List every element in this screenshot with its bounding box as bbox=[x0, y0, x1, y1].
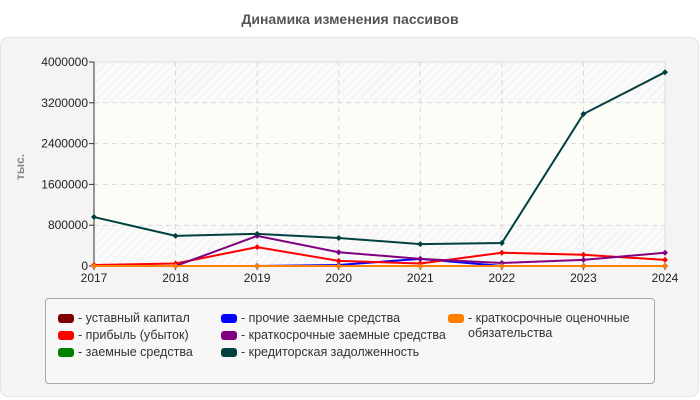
data-point-marker[interactable] bbox=[172, 232, 179, 239]
x-tick-label: 2019 bbox=[244, 271, 271, 285]
legend-item[interactable]: - прочие заемные средства bbox=[221, 311, 446, 326]
x-tick-label: 2024 bbox=[652, 271, 679, 285]
data-point-marker[interactable] bbox=[580, 256, 587, 263]
data-point-marker[interactable] bbox=[91, 214, 97, 221]
data-point-marker[interactable] bbox=[580, 251, 587, 258]
data-point-marker[interactable] bbox=[498, 263, 505, 269]
legend-item[interactable]: - краткосрочные оценочные обязательства bbox=[448, 311, 648, 341]
legend-item[interactable]: - прибыль (убыток) bbox=[58, 328, 223, 343]
legend-label: - прочие заемные средства bbox=[241, 311, 401, 325]
data-point-marker[interactable] bbox=[417, 241, 424, 248]
legend-label: - прибыль (убыток) bbox=[78, 328, 189, 342]
x-tick-label: 2017 bbox=[81, 271, 108, 285]
legend-swatch-icon bbox=[448, 314, 464, 323]
x-tick-label: 2023 bbox=[570, 271, 597, 285]
y-tick-label: 4000000 bbox=[41, 55, 88, 69]
data-point-marker[interactable] bbox=[91, 263, 97, 269]
legend-swatch-icon bbox=[58, 331, 74, 340]
y-tick-label: 1600000 bbox=[41, 177, 88, 191]
data-point-marker[interactable] bbox=[417, 263, 424, 269]
data-point-marker[interactable] bbox=[662, 249, 668, 256]
data-point-marker[interactable] bbox=[580, 263, 587, 269]
x-tick-label: 2022 bbox=[489, 271, 516, 285]
legend-swatch-icon bbox=[58, 348, 74, 357]
legend-item[interactable]: - заемные средства bbox=[58, 345, 223, 360]
x-tick-label: 2020 bbox=[325, 271, 352, 285]
legend-column-2: - прочие заемные средства - краткосрочные… bbox=[221, 311, 446, 362]
x-tick-label: 2021 bbox=[407, 271, 434, 285]
data-point-marker[interactable] bbox=[335, 263, 342, 269]
y-tick-label: 2400000 bbox=[41, 137, 88, 151]
legend-swatch-icon bbox=[58, 314, 74, 323]
legend-column-3: - краткосрочные оценочные обязательства bbox=[448, 311, 648, 343]
data-point-marker[interactable] bbox=[172, 263, 179, 269]
legend-item[interactable]: - краткосрочные заемные средства bbox=[221, 328, 446, 343]
series-line bbox=[93, 71, 666, 246]
data-point-marker[interactable] bbox=[335, 257, 342, 264]
data-point-marker[interactable] bbox=[662, 256, 668, 263]
y-tick-label: 0 bbox=[81, 259, 88, 273]
legend-label: - краткосрочные заемные средства bbox=[241, 328, 446, 342]
legend-label: - краткосрочные оценочные обязательства bbox=[468, 311, 630, 340]
data-point-marker[interactable] bbox=[498, 240, 505, 247]
data-point-marker[interactable] bbox=[335, 249, 342, 256]
data-point-marker[interactable] bbox=[662, 69, 668, 76]
legend: - уставный капитал - прибыль (убыток) - за… bbox=[45, 298, 655, 384]
data-point-marker[interactable] bbox=[498, 249, 505, 256]
legend-swatch-icon bbox=[221, 331, 237, 340]
y-tick-label: 800000 bbox=[48, 218, 88, 232]
data-point-marker[interactable] bbox=[254, 244, 261, 251]
y-tick-label: 3200000 bbox=[41, 96, 88, 110]
data-point-marker[interactable] bbox=[254, 263, 261, 269]
legend-label: - кредиторская задолженность bbox=[241, 345, 420, 359]
data-point-marker[interactable] bbox=[335, 234, 342, 241]
data-point-marker[interactable] bbox=[580, 111, 587, 118]
line-chart: 0 800000 1600000 2400000 3200000 4000000 2017 2… bbox=[13, 55, 679, 285]
x-tick-label: 2018 bbox=[162, 271, 189, 285]
plot-area: 0 800000 1600000 2400000 3200000 4000000 2017 2… bbox=[13, 55, 679, 285]
legend-item[interactable]: - кредиторская задолженность bbox=[221, 345, 446, 360]
y-axis-label: тыс. bbox=[13, 154, 27, 180]
data-point-marker[interactable] bbox=[498, 259, 505, 266]
legend-item[interactable]: - уставный капитал bbox=[58, 311, 223, 326]
legend-label: - заемные средства bbox=[78, 345, 193, 359]
data-point-marker[interactable] bbox=[417, 255, 424, 262]
series-line bbox=[94, 234, 666, 267]
data-point-marker[interactable] bbox=[662, 263, 668, 269]
chart-title: Динамика изменения пассивов bbox=[241, 11, 459, 27]
legend-column-1: - уставный капитал - прибыль (убыток) - за… bbox=[58, 311, 223, 362]
legend-label: - уставный капитал bbox=[78, 311, 190, 325]
data-point-marker[interactable] bbox=[254, 230, 261, 237]
legend-swatch-icon bbox=[221, 314, 237, 323]
legend-swatch-icon bbox=[221, 348, 237, 357]
